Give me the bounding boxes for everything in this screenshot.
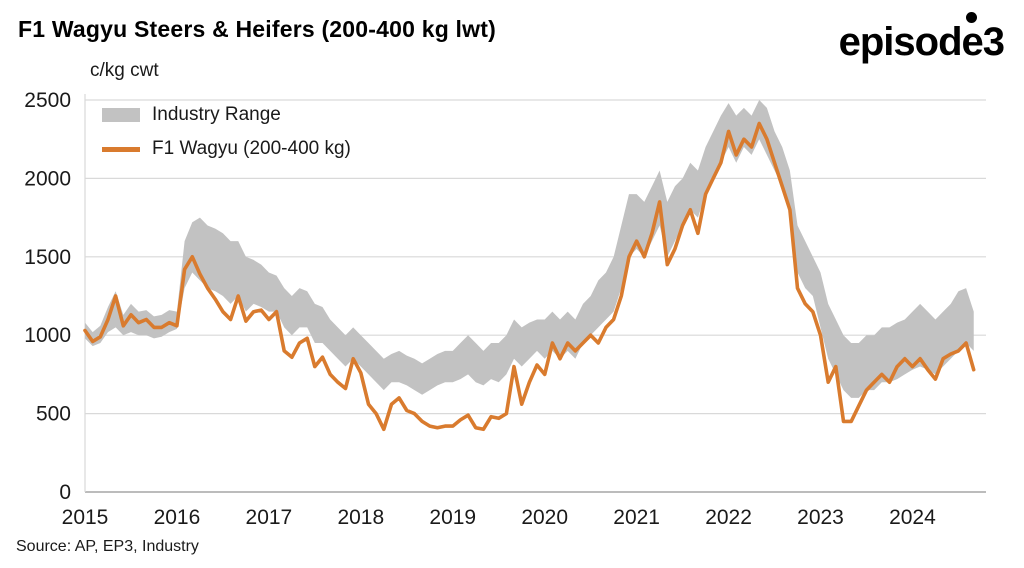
chart-canvas: 0 500 1000 1500 2000 2500 2015 2016 2017 2018 2019… [24,89,986,529]
page-title: F1 Wagyu Steers & Heifers (200-400 kg lw… [18,16,496,42]
svg-text:2000: 2000 [24,167,71,190]
svg-text:1500: 1500 [24,246,71,269]
svg-text:2022: 2022 [705,506,752,529]
svg-text:1000: 1000 [24,324,71,347]
legend-item-industry-range: Industry Range [102,104,351,126]
legend-label-industry-range: Industry Range [152,104,281,125]
legend-label-f1-wagyu: F1 Wagyu (200-400 kg) [152,138,351,159]
svg-text:2024: 2024 [889,506,936,529]
svg-text:2500: 2500 [24,89,71,112]
svg-text:2023: 2023 [797,506,844,529]
logo-dot-icon [966,12,977,23]
f1-wagyu-swatch-icon [102,146,140,152]
episode3-logo: episode3 [838,10,1005,74]
source-note: Source: AP, EP3, Industry [16,538,199,555]
logo-text: episode3 [838,20,1005,64]
svg-text:2018: 2018 [337,506,384,529]
svg-text:2016: 2016 [154,506,201,529]
legend-item-f1-wagyu: F1 Wagyu (200-400 kg) [102,138,351,160]
legend: Industry Range F1 Wagyu (200-400 kg) [102,104,351,160]
y-axis-unit-label: c/kg cwt [90,60,159,81]
svg-text:2020: 2020 [521,506,568,529]
svg-text:2017: 2017 [246,506,293,529]
svg-text:500: 500 [36,403,71,426]
svg-text:0: 0 [59,481,71,504]
svg-text:2019: 2019 [429,506,476,529]
svg-text:2015: 2015 [62,506,109,529]
chart-area: 0 500 1000 1500 2000 2500 2015 2016 2017 2018 2019… [0,82,1024,540]
industry-range-swatch-icon [102,108,140,122]
svg-text:2021: 2021 [613,506,660,529]
